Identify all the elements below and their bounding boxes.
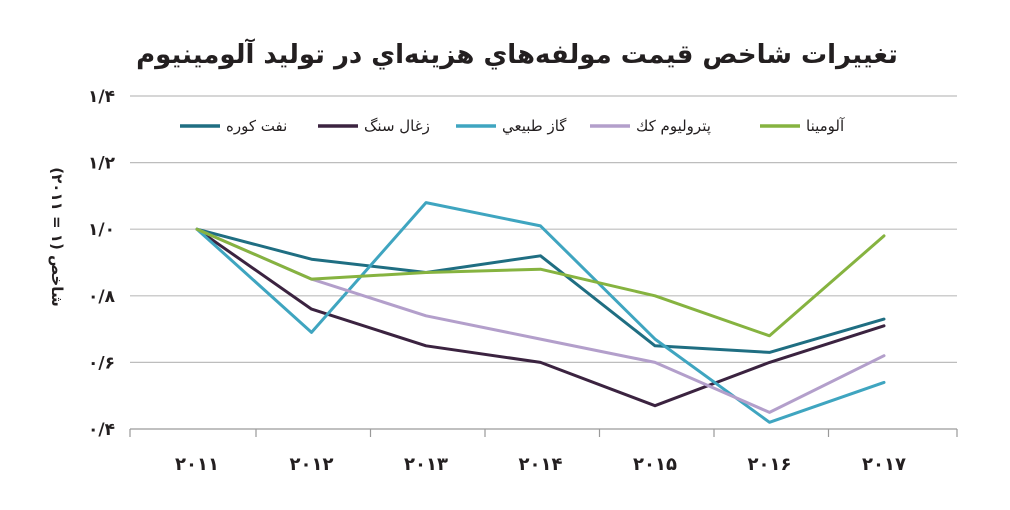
series-line-3	[195, 201, 886, 424]
y-tick-label: ۰/۸	[88, 287, 116, 307]
legend-label: آلومينا	[806, 117, 845, 135]
x-tick-label: ۲۰۱۴	[519, 454, 563, 475]
x-tick-label: ۲۰۱۵	[633, 454, 677, 475]
series-line-1	[195, 227, 886, 354]
y-axis-label: شاخص (۱ = ۲۰۱۱)	[48, 167, 66, 306]
x-tick-label: ۲۰۱۶	[748, 454, 792, 475]
series-line-2	[195, 227, 886, 408]
x-tick-labels: ۲۰۱۱ ۲۰۱۲ ۲۰۱۳ ۲۰۱۴ ۲۰۱۵ ۲۰۱۶ ۲۰۱۷	[175, 454, 906, 475]
x-tick-label: ۲۰۱۱	[175, 454, 219, 475]
series-lines	[195, 201, 886, 424]
x-tick-label: ۲۰۱۲	[290, 454, 334, 475]
legend-label: زغال سنگ	[364, 117, 430, 135]
legend-label: گاز طبيعي	[502, 117, 567, 136]
x-tick-label: ۲۰۱۷	[862, 454, 906, 475]
y-tick-label: ۱/۰	[88, 220, 115, 240]
legend-label: نفت كوره	[226, 117, 287, 135]
legend: نفت كوره زغال سنگ گاز طبيعي پترولیوم كك آلوم…	[180, 117, 845, 136]
y-tick-labels: ۰/۴ ۰/۶ ۰/۸ ۱/۰ ۱/۲ ۱/۴	[88, 87, 116, 440]
y-tick-label: ۱/۲	[88, 154, 116, 174]
series-line-5	[195, 227, 886, 338]
chart-title: تغييرات شاخص قيمت مولفه‌هاي هزينه‌اي در …	[136, 38, 898, 70]
grid	[129, 95, 958, 437]
legend-label: پترولیوم كك	[636, 117, 711, 136]
y-tick-label: ۰/۶	[88, 353, 115, 373]
y-tick-label: ۱/۴	[88, 87, 115, 107]
y-tick-label: ۰/۴	[88, 420, 115, 440]
x-tick-label: ۲۰۱۳	[404, 454, 448, 475]
